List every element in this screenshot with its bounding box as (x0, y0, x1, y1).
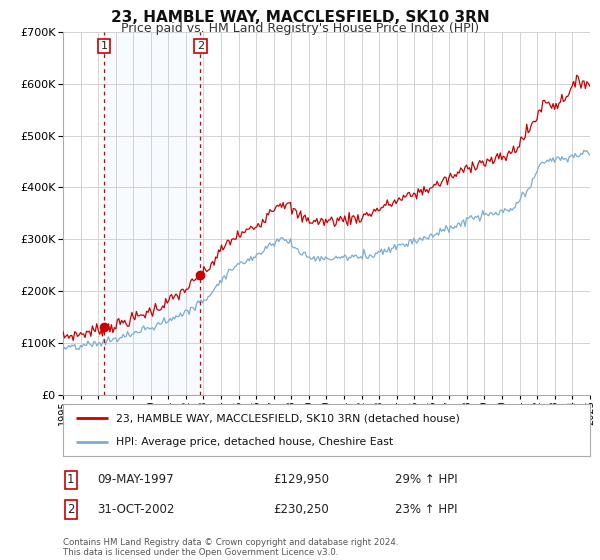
Text: 2: 2 (67, 503, 74, 516)
Text: 1: 1 (67, 473, 74, 486)
Text: Price paid vs. HM Land Registry's House Price Index (HPI): Price paid vs. HM Land Registry's House … (121, 22, 479, 35)
Text: Contains HM Land Registry data © Crown copyright and database right 2024.: Contains HM Land Registry data © Crown c… (63, 538, 398, 547)
Text: 09-MAY-1997: 09-MAY-1997 (97, 473, 174, 486)
Text: 23% ↑ HPI: 23% ↑ HPI (395, 503, 457, 516)
Text: 1: 1 (101, 41, 108, 51)
Text: This data is licensed under the Open Government Licence v3.0.: This data is licensed under the Open Gov… (63, 548, 338, 557)
Text: HPI: Average price, detached house, Cheshire East: HPI: Average price, detached house, Ches… (116, 437, 393, 447)
Text: 31-OCT-2002: 31-OCT-2002 (97, 503, 175, 516)
Text: £129,950: £129,950 (274, 473, 330, 486)
Text: 23, HAMBLE WAY, MACCLESFIELD, SK10 3RN (detached house): 23, HAMBLE WAY, MACCLESFIELD, SK10 3RN (… (116, 413, 460, 423)
Text: £230,250: £230,250 (274, 503, 329, 516)
Text: 29% ↑ HPI: 29% ↑ HPI (395, 473, 458, 486)
Bar (104, 32, 200, 395)
Text: 23, HAMBLE WAY, MACCLESFIELD, SK10 3RN: 23, HAMBLE WAY, MACCLESFIELD, SK10 3RN (110, 10, 490, 25)
Text: 2: 2 (197, 41, 204, 51)
